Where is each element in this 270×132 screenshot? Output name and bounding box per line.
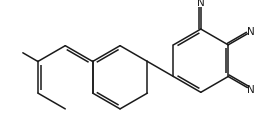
- Text: N: N: [197, 0, 205, 8]
- Text: N: N: [247, 85, 255, 95]
- Text: N: N: [247, 27, 255, 37]
